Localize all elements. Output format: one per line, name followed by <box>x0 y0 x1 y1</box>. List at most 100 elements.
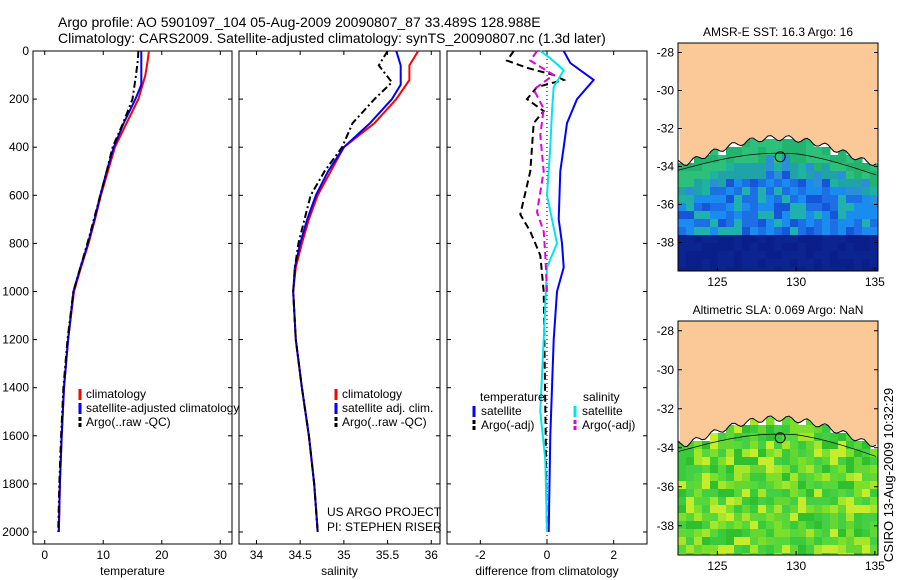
map-cell <box>870 267 878 271</box>
map-cell <box>750 195 759 204</box>
map-cell <box>798 235 807 244</box>
map-cell <box>726 553 735 555</box>
map-cell <box>750 179 759 188</box>
map-cell <box>686 521 695 530</box>
map-cell <box>702 187 711 196</box>
map-cell <box>678 267 687 271</box>
map-cell <box>846 441 855 450</box>
map-cell <box>694 179 703 188</box>
map-cell <box>694 465 703 474</box>
map-cell <box>766 147 775 156</box>
map-cell <box>686 179 695 188</box>
map-cell <box>846 227 855 236</box>
map-cell <box>766 211 775 220</box>
map-cell <box>846 195 855 204</box>
map-cell <box>686 187 695 196</box>
map-cell <box>734 505 743 514</box>
map-cell <box>678 505 687 514</box>
map-cell <box>726 211 735 220</box>
map-cell <box>838 497 847 506</box>
map-cell <box>862 203 871 212</box>
map-cell <box>734 211 743 220</box>
map-cell <box>854 489 863 498</box>
map-cell <box>830 513 839 522</box>
map-cell <box>814 243 823 252</box>
map-cell <box>734 465 743 474</box>
map-cell <box>774 505 783 514</box>
map-cell <box>814 489 823 498</box>
map-cell <box>686 251 695 260</box>
map-cell <box>750 139 759 148</box>
map-cell <box>790 481 799 490</box>
map-cell <box>846 179 855 188</box>
map-cell <box>734 497 743 506</box>
map-cell <box>854 449 863 458</box>
x-axis-label: salinity <box>321 564 358 578</box>
map-cell <box>678 235 687 244</box>
map-cell <box>806 425 815 434</box>
map-cell <box>806 513 815 522</box>
series-line-temperature-argo-adj- <box>505 50 567 533</box>
map-cell <box>758 235 767 244</box>
map-cell <box>798 211 807 220</box>
map-cell <box>734 481 743 490</box>
legend-label: climatology <box>86 387 146 401</box>
legend-title-salinity: salinity <box>583 390 620 404</box>
map-cell <box>774 537 783 546</box>
map-cell <box>734 267 743 271</box>
map-cell <box>806 187 815 196</box>
map-cell <box>726 235 735 244</box>
map-cell <box>806 473 815 482</box>
map-cell <box>742 529 751 538</box>
map-cell <box>814 545 823 554</box>
map-cell <box>798 521 807 530</box>
map-cell <box>846 481 855 490</box>
map-cell <box>862 529 871 538</box>
map-cell <box>798 259 807 268</box>
map-cell <box>862 243 871 252</box>
map-cell <box>734 441 743 450</box>
map-cell <box>710 219 719 228</box>
map-cell <box>694 537 703 546</box>
map-cell <box>870 529 878 538</box>
map-cell <box>694 505 703 514</box>
map-cell <box>726 521 735 530</box>
map-y-tick-label: -34 <box>657 160 675 174</box>
x-tick-label: 0 <box>544 548 551 562</box>
map-cell <box>838 553 847 555</box>
map-cell <box>718 505 727 514</box>
map-cell <box>814 529 823 538</box>
map-cell <box>822 433 831 442</box>
map-cell <box>862 545 871 554</box>
map-cell <box>846 553 855 555</box>
map-cell <box>678 259 687 268</box>
map-cell <box>750 163 759 172</box>
map-cell <box>782 243 791 252</box>
map-cell <box>798 529 807 538</box>
map-cell <box>854 513 863 522</box>
map-cell <box>798 425 807 434</box>
map-cell <box>790 259 799 268</box>
map-cell <box>718 537 727 546</box>
map-cell <box>726 457 735 466</box>
map-cell <box>750 521 759 530</box>
map-cell <box>838 537 847 546</box>
map-cell <box>766 465 775 474</box>
x-tick-label: -2 <box>475 548 486 562</box>
y-tick-label: 400 <box>9 140 29 154</box>
map-cell <box>798 243 807 252</box>
map-cell <box>862 465 871 474</box>
map-cell <box>766 449 775 458</box>
map-cell <box>870 195 878 204</box>
map-cell <box>734 147 743 156</box>
map-cell <box>694 251 703 260</box>
map-cell <box>870 553 878 555</box>
map-cell <box>678 513 687 522</box>
x-tick-label: 36 <box>425 548 439 562</box>
series-line-argo-raw-qc- <box>57 50 140 533</box>
map-cell <box>782 171 791 180</box>
series-line-salinity-satellite <box>539 50 565 533</box>
map-cell <box>750 267 759 271</box>
map-cell <box>718 163 727 172</box>
map-cell <box>686 195 695 204</box>
